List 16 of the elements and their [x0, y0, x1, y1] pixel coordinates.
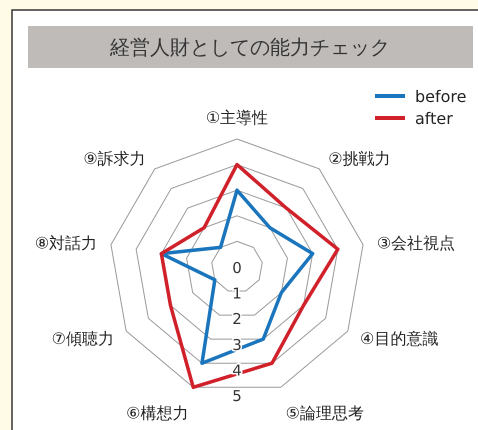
spoke-label: ①主導性 — [206, 108, 268, 127]
spoke-label: ④目的意識 — [360, 329, 438, 348]
y-tick-label: 2 — [232, 310, 242, 328]
spoke-label: ⑧対話力 — [34, 233, 98, 252]
spoke-label: ②挑戦力 — [328, 149, 391, 168]
spoke-label: ⑦傾聴力 — [52, 329, 114, 348]
y-tick-label: 0 — [232, 259, 242, 277]
y-tick-label: 1 — [232, 284, 242, 303]
legend-label: after — [415, 109, 454, 128]
legend-label: before — [415, 87, 466, 106]
y-tick-label: 5 — [232, 387, 242, 405]
spoke-label: ⑨訴求力 — [83, 149, 146, 168]
spoke-label: ⑤論理思考 — [286, 403, 364, 422]
spoke-label: ⑥構想力 — [126, 403, 188, 422]
chart-title: 経営人財としての能力チェック — [109, 35, 390, 59]
spoke-label: ③会社視点 — [376, 233, 456, 252]
